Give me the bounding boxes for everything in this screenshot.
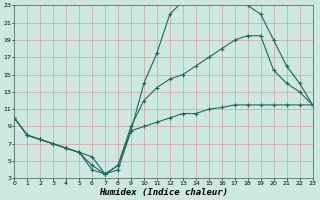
X-axis label: Humidex (Indice chaleur): Humidex (Indice chaleur) bbox=[99, 188, 228, 197]
